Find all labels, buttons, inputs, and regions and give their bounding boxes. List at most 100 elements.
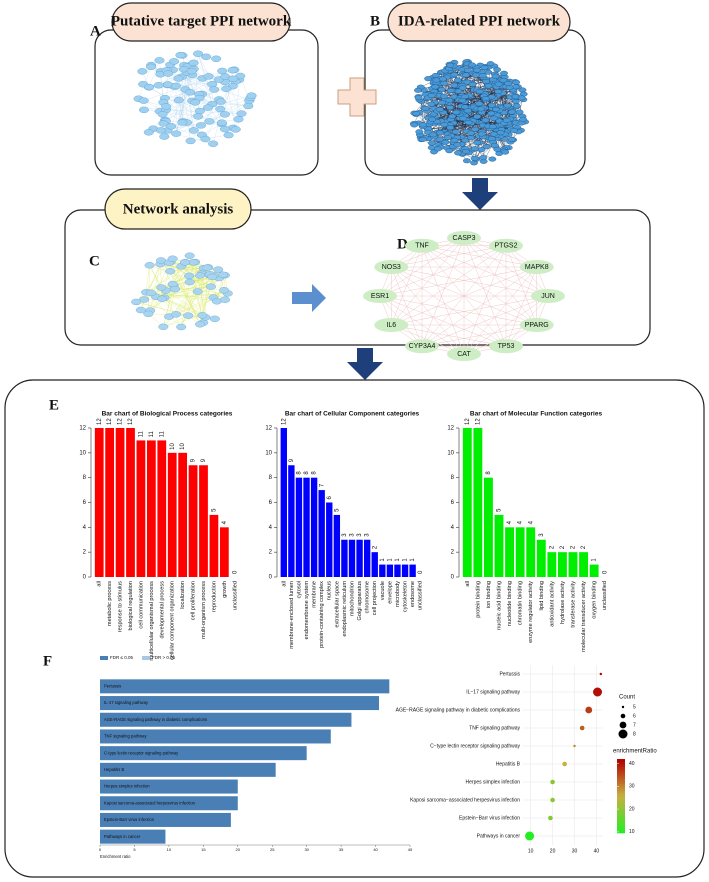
hub-label: NOS3	[382, 264, 401, 271]
network-node	[180, 259, 191, 266]
hub-edge	[421, 237, 465, 347]
network-node	[193, 113, 204, 120]
network-node	[450, 72, 459, 78]
network-node	[186, 67, 197, 75]
network-node	[202, 264, 213, 271]
x-tick-label: 10	[528, 848, 534, 854]
colorbar-segment	[617, 830, 625, 834]
x-tick-label: cellular component organization	[170, 581, 176, 660]
bar	[136, 440, 146, 577]
legend-label: 8	[633, 731, 636, 737]
network-node	[176, 323, 187, 331]
hub-edge	[421, 266, 537, 347]
network-node	[471, 126, 479, 132]
network-edge	[202, 78, 213, 105]
value-label: 11	[159, 431, 165, 438]
hub-node	[447, 347, 481, 361]
network-node	[190, 99, 201, 106]
x-tick-label: 40	[594, 848, 600, 854]
network-node	[215, 98, 226, 105]
network-edge	[174, 86, 200, 112]
bar	[115, 428, 125, 577]
bar	[379, 564, 386, 577]
bar	[288, 465, 295, 577]
hub-edge	[421, 245, 507, 347]
network-node	[459, 115, 467, 121]
bar	[100, 679, 390, 694]
x-tick-label: growth	[222, 581, 228, 598]
network-node	[185, 137, 196, 145]
network-node	[438, 100, 446, 106]
network-node	[473, 140, 482, 146]
network-node	[461, 137, 470, 143]
x-tick-label: all	[465, 581, 471, 587]
x-tick-label: multicellular organismal process	[149, 581, 155, 661]
network-node	[507, 136, 516, 142]
value-label: 5	[334, 508, 340, 512]
network-node	[213, 266, 224, 273]
value-label: 3	[357, 533, 363, 537]
bar	[100, 829, 166, 844]
legend-dot	[619, 721, 627, 729]
network-node	[193, 50, 204, 57]
arrow-down	[347, 348, 383, 380]
network-node	[450, 82, 459, 88]
network-node	[236, 110, 247, 117]
network-node	[431, 72, 440, 78]
value-label: 1	[403, 558, 409, 562]
y-tick-label: 4	[83, 525, 87, 531]
dot	[579, 725, 585, 731]
network-node	[504, 81, 512, 87]
value-label: 3	[350, 533, 356, 537]
network-node	[163, 70, 174, 77]
panel-label: F	[43, 653, 52, 669]
x-tick-label: endoplasmic reticulum	[342, 581, 348, 637]
network-node	[463, 67, 472, 73]
network-node	[515, 109, 524, 115]
network-edge	[145, 265, 150, 293]
network-edge	[188, 290, 225, 316]
category-label: Epstein−Barr virus infection	[459, 815, 520, 821]
bar	[280, 428, 287, 577]
colorbar-segment	[617, 791, 625, 794]
plus-icon	[337, 77, 377, 117]
category-label: Kaposi sarcoma-associated herpesvirus in…	[104, 800, 196, 805]
colorbar-segment	[617, 788, 625, 792]
network-node	[243, 102, 254, 110]
network-node	[431, 84, 440, 90]
hub-edge	[421, 245, 465, 355]
x-tick-label: nucleus	[327, 581, 333, 600]
dot	[562, 761, 567, 767]
network-node	[173, 75, 184, 82]
category-label: Hepatitis B	[496, 761, 521, 767]
colorbar-label: 40	[629, 761, 635, 767]
x-tick-label: 10	[167, 847, 172, 852]
x-tick-label: 40	[373, 847, 378, 852]
x-tick-label: multi-organism process	[201, 581, 207, 639]
x-tick-label: ion binding	[486, 581, 492, 608]
network-edge	[466, 110, 499, 126]
bar	[536, 539, 546, 577]
x-tick-label: molecular transducer activity	[581, 581, 587, 652]
legend-dot	[621, 705, 625, 709]
bar	[386, 564, 394, 577]
network-node	[475, 89, 484, 95]
x-tick-label: transferase activity	[570, 581, 576, 628]
value-label: 7	[319, 483, 325, 487]
network-node	[435, 136, 444, 142]
dot	[573, 744, 576, 748]
network-node	[451, 129, 460, 135]
legend-dot	[620, 713, 626, 719]
network-edge	[163, 315, 203, 327]
chart-title: Bar chart of Biological Process categori…	[102, 411, 233, 418]
bar	[178, 452, 188, 577]
category-label: TNF signaling pathway	[104, 734, 147, 739]
bar	[473, 428, 483, 577]
bar	[146, 440, 156, 577]
bar	[199, 465, 208, 577]
colorbar-segment	[617, 815, 625, 819]
network-node	[511, 98, 520, 104]
x-tick-label: microbody	[395, 581, 401, 607]
value-label: 6	[327, 496, 333, 500]
network-node	[499, 77, 508, 83]
